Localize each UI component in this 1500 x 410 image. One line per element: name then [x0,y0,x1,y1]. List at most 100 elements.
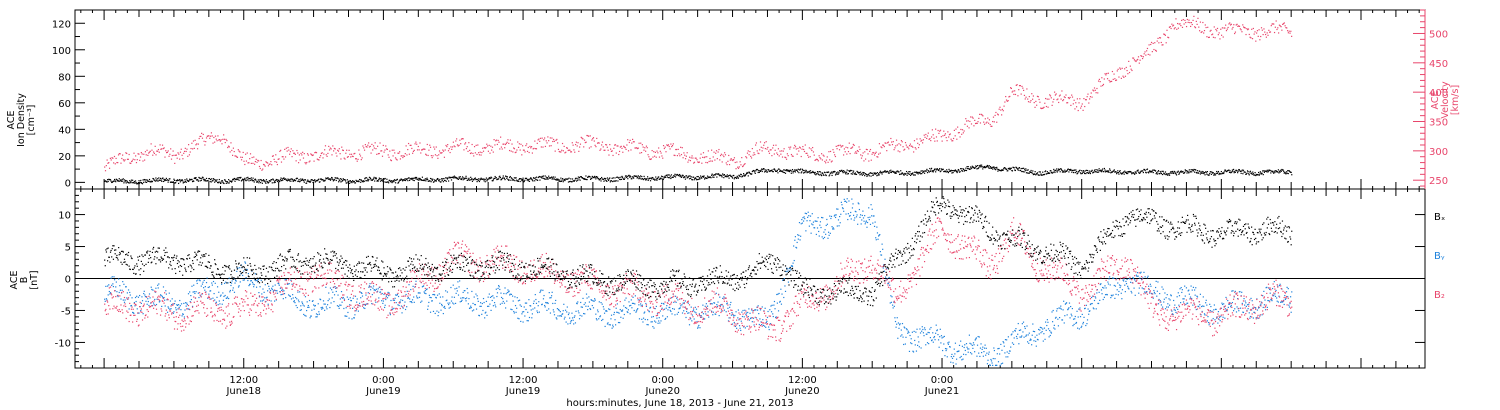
velocity-point [286,150,288,152]
density-point [967,166,969,168]
by-point [203,287,205,289]
velocity-point [1137,58,1139,61]
velocity-point [1047,106,1049,108]
density-point [191,180,194,183]
velocity-point [104,170,107,172]
velocity-point [971,116,973,118]
velocity-point [608,154,610,156]
by-point [503,292,505,295]
density-point [716,176,718,178]
velocity-point [834,155,837,158]
velocity-point [526,150,529,152]
density-point [527,178,529,181]
velocity-point [1018,89,1020,91]
density-point [1032,170,1034,172]
density-point [1288,170,1291,172]
velocity-point [844,151,846,153]
velocity-point [958,131,960,134]
by-point [582,297,584,300]
density-point [995,167,997,169]
velocity-point [1189,22,1191,24]
density-point [699,178,701,180]
density-point [902,173,904,175]
density-point [267,182,269,184]
by-point [306,309,308,312]
density-point [290,180,292,182]
velocity-point [179,151,182,153]
density-point [278,180,280,182]
velocity-point [1004,101,1006,103]
velocity-point [569,149,571,151]
velocity-point [505,142,507,145]
by-point [166,311,169,313]
by-point [506,300,508,302]
velocity-point [258,165,261,168]
by-point [234,282,236,284]
velocity-point [665,151,667,153]
velocity-point [1177,27,1180,29]
velocity-point [400,155,402,157]
density-point [925,170,927,172]
velocity-point [1282,23,1284,25]
by-point [528,299,530,301]
density-point [865,173,867,175]
by-point [338,307,340,309]
by-point [386,297,389,299]
density-point [940,168,943,170]
density-point [690,177,692,180]
velocity-point [810,148,812,150]
velocity-point [1116,70,1118,72]
density-point [1042,171,1044,173]
density-point [1079,169,1081,171]
density-point [977,167,979,170]
velocity-point [994,114,996,117]
velocity-point [576,145,578,147]
density-point [684,176,686,178]
density-point [374,180,376,182]
density-point [134,182,136,184]
by-point [644,318,646,321]
velocity-point [487,150,489,152]
by-point [520,320,522,323]
density-point [362,181,364,183]
density-point [689,175,691,177]
density-point [203,180,205,182]
velocity-point [1234,31,1237,33]
by-point [129,291,131,294]
density-point [335,179,337,182]
by-point [177,304,180,306]
by-point [243,279,245,281]
density-point [620,178,623,181]
velocity-point [1003,105,1005,107]
by-point [283,292,286,295]
by-point [452,302,454,304]
velocity-point [439,152,441,154]
density-point [960,168,962,170]
density-point [1022,170,1024,173]
density-point [672,176,674,179]
velocity-point [1272,23,1274,25]
velocity-point [386,148,388,151]
velocity-point [1087,93,1089,95]
density-point [470,176,472,178]
density-point [847,172,849,175]
density-point [946,169,948,171]
density-point [493,177,496,180]
density-point [819,171,822,173]
density-point [704,178,706,180]
density-point [499,175,501,177]
density-point [1210,173,1213,175]
by-point [509,294,511,296]
by-point [293,300,295,302]
velocity-point [847,150,850,153]
velocity-point [379,142,381,144]
by-point [258,296,261,298]
velocity-point [598,142,600,144]
density-point [1259,171,1261,173]
velocity-point [371,143,373,145]
velocity-point [231,149,233,152]
by-point [137,296,140,298]
velocity-point [905,144,907,146]
by-point [228,277,230,279]
density-point [869,172,872,174]
